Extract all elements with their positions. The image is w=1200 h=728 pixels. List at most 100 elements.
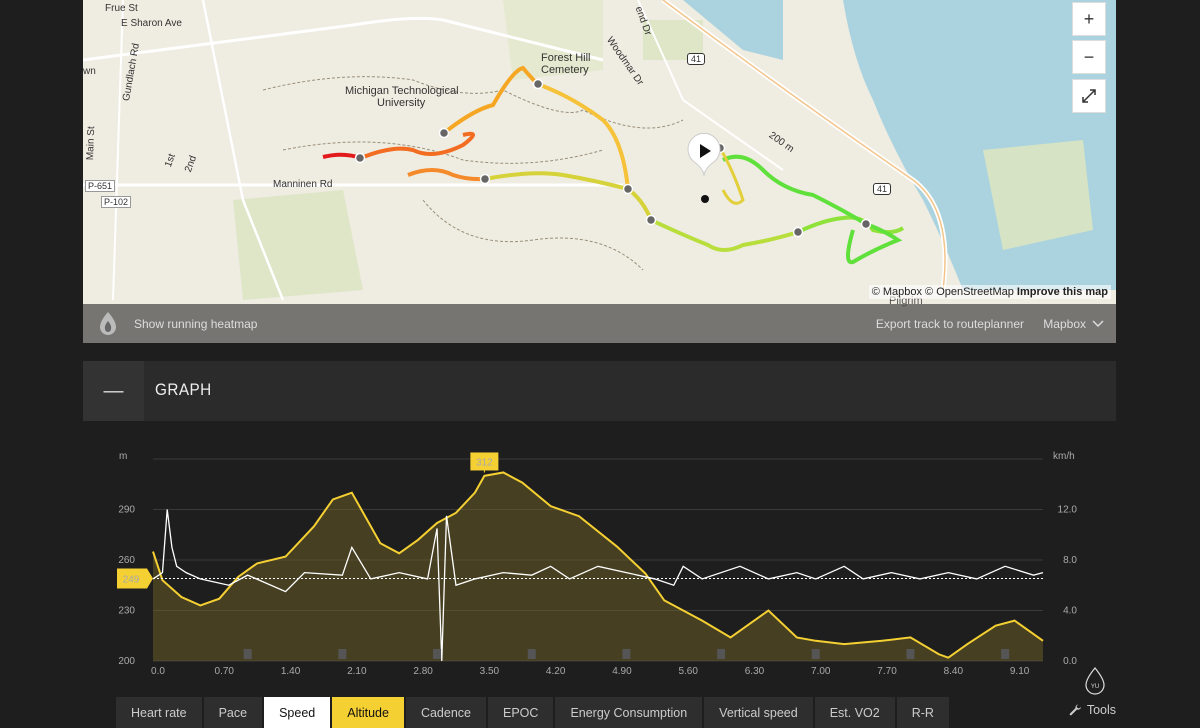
wetland-area	[983, 140, 1093, 250]
speed-line	[152, 509, 1044, 662]
left-axis-unit: m	[119, 451, 127, 462]
trail	[262, 76, 684, 129]
map-label-cemetery: Forest Hill	[541, 52, 591, 64]
x-tick-label: 5.60	[678, 666, 698, 677]
right-tick-label: 12.0	[1058, 505, 1078, 516]
tools-label: Tools	[1086, 703, 1116, 717]
heatmap-toggle[interactable]: Show running heatmap	[134, 317, 258, 331]
tools-button[interactable]: Tools	[1069, 703, 1116, 717]
zoom-out-button[interactable]: −	[1072, 40, 1106, 74]
graph-header: — GRAPH	[83, 361, 1116, 421]
chevron-down-icon	[1092, 320, 1104, 328]
tab-cadence[interactable]: Cadence	[405, 697, 486, 728]
road	[442, 18, 604, 62]
x-tick-label: 7.00	[811, 666, 831, 677]
lap-marker	[243, 649, 252, 659]
right-tick-label: 0.0	[1063, 656, 1077, 667]
map-label-manninen: Manninen Rd	[273, 179, 333, 190]
x-tick-label: 1.40	[281, 666, 301, 677]
route-segment	[442, 65, 540, 135]
tab-est-vo2[interactable]: Est. VO2	[814, 697, 895, 728]
map-label-us41-mid: 41	[873, 183, 892, 195]
left-tick-label: 230	[118, 606, 135, 617]
graph-title: GRAPH	[155, 380, 212, 399]
route-segment	[797, 215, 905, 235]
left-tick-label: 290	[118, 505, 135, 516]
attribution-text: © Mapbox © OpenStreetMap	[871, 286, 1014, 298]
provider-label: Mapbox	[1043, 317, 1086, 331]
trail	[282, 141, 604, 164]
x-tick-label: 9.10	[1010, 666, 1030, 677]
yu-logo-badge: YU	[1085, 667, 1105, 695]
map-provider-select[interactable]: Mapbox	[1043, 317, 1104, 331]
tab-altitude[interactable]: Altitude	[332, 697, 404, 728]
map-label-university: Michigan Technological	[345, 85, 459, 97]
map-label-own: wn	[83, 66, 96, 77]
x-tick-label: 4.90	[612, 666, 632, 677]
route-segment	[407, 168, 486, 182]
current-altitude-badge	[117, 568, 153, 589]
fullscreen-button[interactable]	[1072, 79, 1106, 113]
route-map[interactable]: Frue St E Sharon Ave wn Gundlach Rd 1st …	[83, 0, 1116, 343]
main-street	[112, 0, 124, 301]
lap-marker	[1001, 649, 1010, 659]
map-label-p651: P-651	[85, 180, 116, 192]
play-icon	[700, 144, 711, 158]
route-segment	[537, 82, 630, 190]
tab-vertical-speed[interactable]: Vertical speed	[704, 697, 813, 728]
x-tick-label: 2.10	[347, 666, 367, 677]
lap-marker	[906, 649, 915, 659]
tab-speed[interactable]: Speed	[264, 697, 331, 728]
left-tick-label: 200	[118, 656, 135, 667]
collapse-graph-button[interactable]: —	[83, 361, 144, 421]
x-tick-label: 4.20	[546, 666, 566, 677]
right-tick-label: 8.0	[1063, 555, 1077, 566]
lap-marker	[811, 649, 820, 659]
map-toolbar: Show running heatmap Export track to rou…	[83, 304, 1116, 343]
left-tick-label: 260	[118, 555, 135, 566]
lap-marker	[717, 649, 726, 659]
road	[201, 0, 285, 301]
map-canvas[interactable]	[83, 0, 1116, 343]
heatmap-flame-icon[interactable]	[97, 311, 119, 337]
x-tick-label: 0.0	[151, 666, 165, 677]
zoom-in-button[interactable]: +	[1072, 2, 1106, 36]
route-waypoints	[354, 78, 872, 238]
badge-text: YU	[1091, 684, 1099, 690]
export-route-link[interactable]: Export track to routeplanner	[875, 317, 1024, 331]
route-segment	[650, 218, 799, 252]
altitude-speed-chart[interactable]: m 290 260 230 200 km/h 12.0 8.0 4.0 0.0 0.0 0.70 1.4…	[83, 421, 1116, 697]
map-label-university-2: University	[377, 97, 426, 109]
graph-metric-tabs: Heart rate Pace Speed Altitude Cadence EPOC En…	[116, 697, 949, 728]
map-label-us41-top: 41	[687, 53, 706, 65]
road	[83, 16, 444, 62]
x-tick-label: 7.70	[877, 666, 897, 677]
expand-icon	[1082, 89, 1096, 103]
improve-map-link[interactable]: Improve this map	[1016, 286, 1108, 298]
tab-pace[interactable]: Pace	[203, 697, 263, 728]
x-tick-label: 8.40	[944, 666, 964, 677]
tab-epoc[interactable]: EPOC	[488, 697, 554, 728]
map-label-p102: P-102	[101, 196, 132, 208]
x-tick-label: 2.80	[413, 666, 433, 677]
graph-panel: m 290 260 230 200 km/h 12.0 8.0 4.0 0.0 0.0 0.70 1.4…	[83, 421, 1116, 697]
max-altitude-badge	[470, 452, 499, 471]
cemetery-area	[643, 20, 703, 60]
x-tick-label: 6.30	[745, 666, 765, 677]
lap-marker	[622, 649, 631, 659]
map-attribution: © Mapbox © OpenStreetMap Improve this ma…	[868, 285, 1111, 299]
tab-r-r[interactable]: R-R	[896, 697, 949, 728]
tab-heart-rate[interactable]: Heart rate	[116, 697, 202, 728]
route-segment	[484, 171, 653, 221]
x-tick-label: 3.50	[480, 666, 500, 677]
current-altitude-value: 249	[123, 575, 140, 586]
route-segment	[722, 154, 903, 265]
wrench-icon	[1069, 704, 1081, 715]
tab-energy-consumption[interactable]: Energy Consumption	[555, 697, 703, 728]
play-route-button[interactable]	[687, 132, 721, 177]
road	[637, 0, 784, 171]
right-axis-unit: km/h	[1053, 451, 1075, 462]
lap-marker	[527, 649, 536, 659]
map-label-frue: Frue St	[105, 3, 138, 14]
lap-marker	[433, 649, 442, 659]
